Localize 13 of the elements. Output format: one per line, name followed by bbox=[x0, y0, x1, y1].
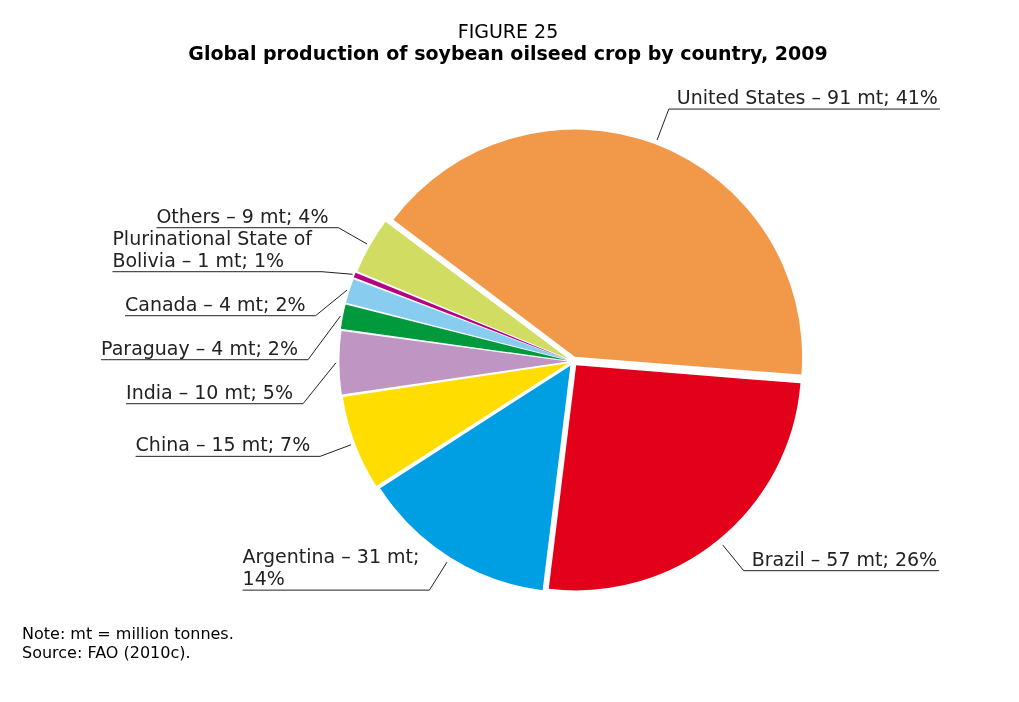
text: Note: mt = million tonnes. bbox=[22, 624, 235, 643]
slice-label: United States – 91 mt; 41% bbox=[676, 86, 938, 109]
slice-label: China – 15 mt; 7% bbox=[135, 433, 311, 456]
slice-label: Brazil – 57 mt; 26% bbox=[751, 547, 938, 570]
source-note: Source: FAO (2010c). bbox=[22, 643, 192, 662]
slice-label: Plurinational State of Bolivia – 1 mt; 1% bbox=[112, 226, 314, 271]
chart-title: FIGURE 25 bbox=[456, 20, 560, 42]
slice-label: Canada – 4 mt; 2% bbox=[125, 292, 306, 315]
chart-subtitle: Global production of soybean oilseed crop by country, 2009 bbox=[187, 42, 829, 64]
slice-label: India – 10 mt; 5% bbox=[126, 380, 294, 403]
slice-label: Argentina – 31 mt; 14% bbox=[242, 545, 420, 590]
slice-label: Others – 9 mt; 4% bbox=[156, 204, 329, 227]
slice-label: Paraguay – 4 mt; 2% bbox=[101, 336, 299, 359]
